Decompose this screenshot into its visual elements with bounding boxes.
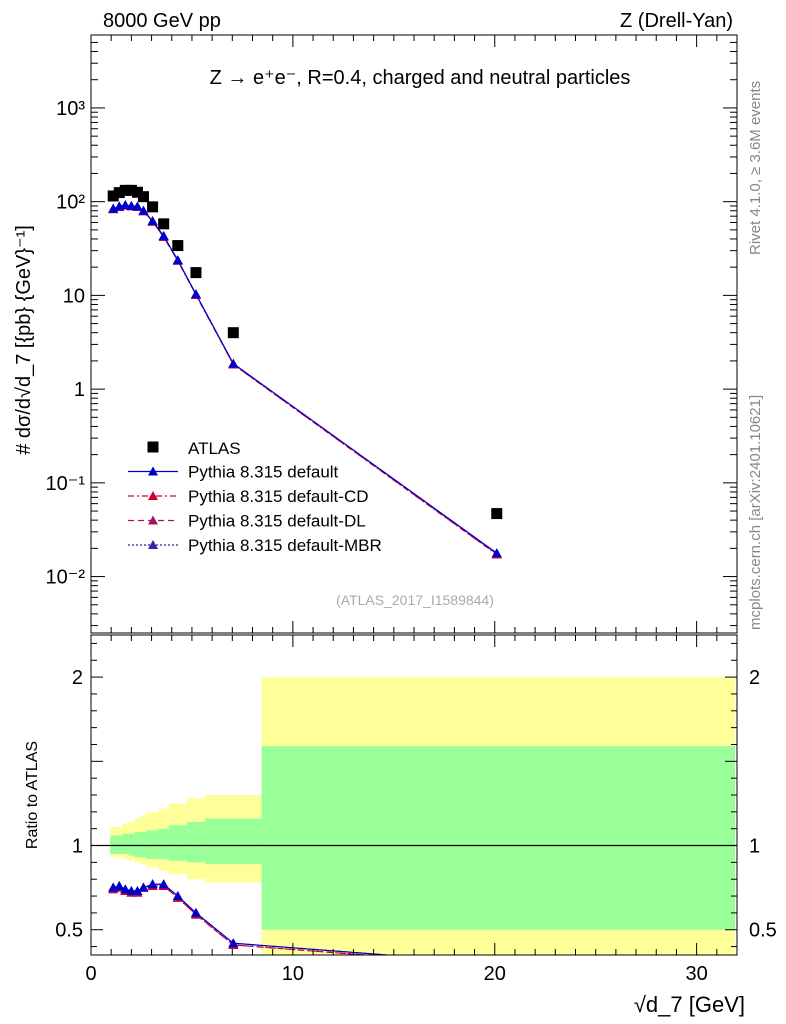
mcplots-label: mcplots.cern.ch [arXiv:2401.10621] xyxy=(747,395,764,630)
uncertainty-band-inner xyxy=(186,821,206,863)
data-point xyxy=(113,187,125,199)
ratio-series-point xyxy=(114,880,125,890)
data-point xyxy=(172,240,184,252)
ratio-y-tick-label: 2 xyxy=(72,667,83,689)
y-tick-label: 1 xyxy=(74,379,85,401)
main-panel: 10⁻² 10⁻¹ 1 10 10² 10³ Z → e⁺e⁻, R=0.4, charg… xyxy=(13,34,738,634)
series-point xyxy=(228,358,239,368)
ratio-series-point xyxy=(172,891,183,901)
data-point xyxy=(107,190,119,202)
legend-label: Pythia 8.315 default xyxy=(188,463,339,482)
series-point xyxy=(108,203,119,213)
legend-label: Pythia 8.315 default-DL xyxy=(188,512,366,531)
data-point xyxy=(190,267,202,279)
ratio-y-tick-label: 0.5 xyxy=(55,920,83,942)
ratio-series-point xyxy=(158,879,169,889)
uncertainty-band-inner xyxy=(122,833,129,854)
main-plot-marks xyxy=(107,184,503,559)
series-point xyxy=(132,201,143,211)
data-point xyxy=(491,508,503,520)
x-tick-label: 30 xyxy=(686,963,708,985)
uncertainty-band-inner xyxy=(205,818,262,865)
ratio-series-point xyxy=(120,884,131,894)
y-tick-label: 10² xyxy=(56,192,85,214)
ratio-series-point xyxy=(138,882,149,892)
data-point xyxy=(158,218,170,230)
ratio-y-tick-label-right: 0.5 xyxy=(749,920,777,942)
legend-marker xyxy=(148,515,158,525)
data-point xyxy=(131,186,143,198)
legend-label-data: ATLAS xyxy=(188,439,241,458)
ratio-y-tick-label-right: 1 xyxy=(749,836,760,858)
series-point xyxy=(126,200,137,210)
ratio-panel: 0 10 20 30 0.5 0.5 1 1 2 2 Ratio to ATLAS √d_7 [G… xyxy=(24,634,777,1017)
header-left: 8000 GeV pp xyxy=(103,10,221,32)
y-tick-label: 10 xyxy=(63,285,85,307)
ratio-y-label: Ratio to ATLAS xyxy=(24,741,41,849)
uncertainty-band-inner xyxy=(146,830,159,859)
chart-title: Z → e⁺e⁻, R=0.4, charged and neutral par… xyxy=(210,67,631,89)
legend-marker-data xyxy=(147,441,159,453)
ratio-y-tick-label: 1 xyxy=(72,836,83,858)
header-right: Z (Drell-Yan) xyxy=(620,10,733,32)
analysis-tag: (ATLAS_2017_I1589844) xyxy=(336,592,494,608)
uncertainty-band-inner xyxy=(128,833,135,856)
data-point xyxy=(119,184,131,196)
ratio-series-point xyxy=(147,879,158,889)
ratio-y-tick-label-right: 2 xyxy=(749,667,760,689)
series-point xyxy=(491,548,502,558)
series-point xyxy=(138,205,149,215)
series-point xyxy=(120,200,131,210)
y-tick-label: 10⁻² xyxy=(46,567,86,589)
x-tick-label: 20 xyxy=(484,963,506,985)
ratio-axis-ticks: 0 10 20 30 0.5 0.5 1 1 2 2 xyxy=(55,635,777,985)
legend-label: Pythia 8.315 default-MBR xyxy=(188,536,382,555)
uncertainty-band-inner xyxy=(261,746,735,930)
main-axis-ticks: 10⁻² 10⁻¹ 1 10 10² 10³ xyxy=(46,34,738,633)
uncertainty-band-inner xyxy=(110,835,117,854)
ratio-series-line xyxy=(113,885,373,955)
x-axis-label: √d_7 [GeV] xyxy=(634,992,745,1017)
uncertainty-band-inner xyxy=(116,835,123,854)
series-point xyxy=(158,231,169,241)
legend-marker xyxy=(148,540,158,549)
y-tick-label: 10³ xyxy=(56,98,85,120)
x-tick-label: 10 xyxy=(282,963,304,985)
x-tick-label: 0 xyxy=(85,963,96,985)
ratio-series-point xyxy=(190,907,201,917)
uncertainty-band-inner xyxy=(134,832,141,858)
series-point xyxy=(190,289,201,299)
series-point xyxy=(172,255,183,265)
ratio-plot-marks xyxy=(91,677,737,955)
uncertainty-band-inner xyxy=(168,825,187,861)
ratio-series-point xyxy=(132,886,143,895)
legend-marker xyxy=(148,466,158,476)
data-point xyxy=(227,327,239,339)
data-point xyxy=(137,191,149,203)
ratio-series-point xyxy=(228,938,239,948)
uncertainty-band-inner xyxy=(158,828,169,859)
data-point xyxy=(125,184,137,196)
y-axis-label: # dσ/d√d_7 [{pb} {GeV}⁻¹] xyxy=(13,225,35,455)
data-point xyxy=(147,201,159,213)
y-tick-label: 10⁻¹ xyxy=(46,473,86,495)
rivet-label: Rivet 4.1.0, ≥ 3.6M events xyxy=(747,81,764,255)
legend: ATLAS Pythia 8.315 default Pythia 8.315 de… xyxy=(128,439,382,555)
series-point xyxy=(147,216,158,226)
legend-marker xyxy=(148,491,158,500)
uncertainty-band-inner xyxy=(140,832,147,858)
legend-label: Pythia 8.315 default-CD xyxy=(188,487,369,506)
